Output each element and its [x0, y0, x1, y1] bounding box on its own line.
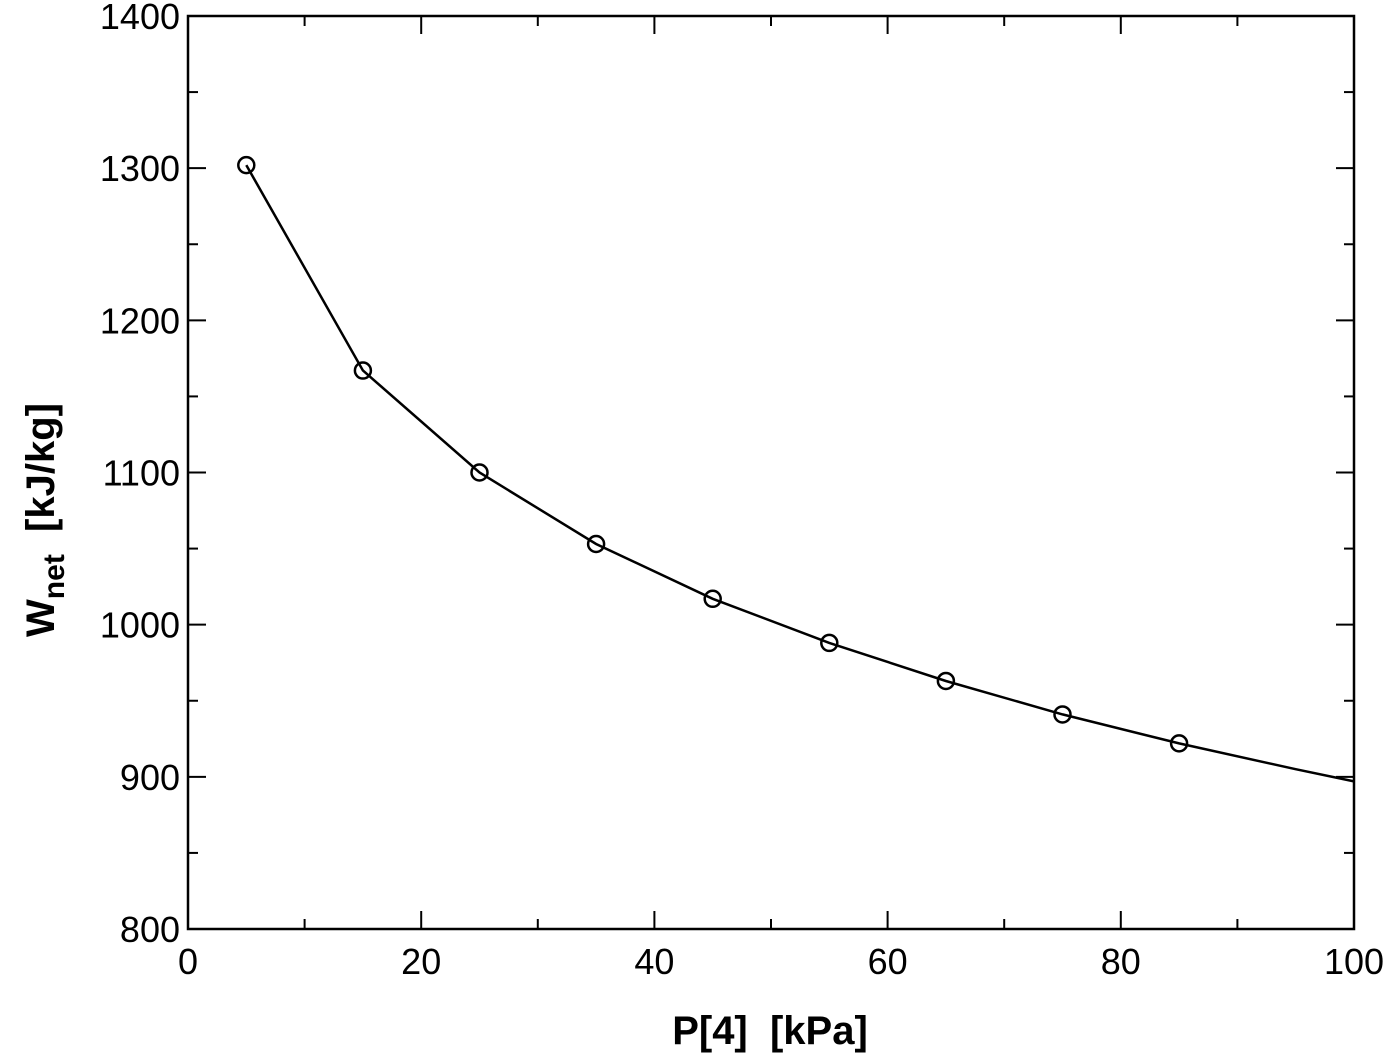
data-point-marker [353, 361, 373, 380]
y-tick-label: 1100 [103, 453, 180, 494]
data-point-marker [470, 463, 489, 482]
x-tick-label: 60 [868, 941, 908, 982]
y-axis-title-subscript: net [38, 554, 71, 599]
series-line [245, 164, 1355, 783]
data-point-marker [237, 155, 256, 175]
series-layer [237, 155, 1355, 783]
data-point-marker [1169, 734, 1189, 753]
x-tick-label: 100 [1324, 941, 1384, 982]
y-tick-label: 1300 [100, 148, 180, 189]
x-tick-label: 40 [634, 941, 674, 982]
major-ticks [187, 15, 1355, 930]
data-point-marker [1053, 705, 1072, 724]
data-point-marker [820, 633, 839, 653]
x-tick-label: 20 [401, 941, 441, 982]
y-axis-title-main: W [19, 599, 63, 637]
x-tick-label: 0 [178, 941, 198, 982]
x-tick-label: 80 [1101, 941, 1141, 982]
data-point-marker [703, 589, 722, 609]
y-tick-label: 1200 [100, 300, 180, 341]
data-point-marker [586, 534, 606, 554]
y-tick-label: 1000 [100, 605, 180, 646]
y-axis-title-unit: [kJ/kg] [19, 403, 63, 554]
y-tick-label: 1400 [100, 0, 180, 37]
y-axis-title: Wnet [kJ/kg] [19, 403, 71, 637]
y-tick-label: 900 [120, 757, 180, 798]
x-axis-title: P[4] [kPa] [672, 1009, 868, 1053]
tick-labels: 0 20 40 60 80 100 800 900 1000 1100 1200 1300 1400 [100, 0, 1384, 982]
minor-ticks [188, 16, 1354, 929]
y-tick-label: 800 [120, 909, 180, 950]
plot-frame [186, 14, 1356, 931]
data-point-marker [936, 671, 956, 691]
